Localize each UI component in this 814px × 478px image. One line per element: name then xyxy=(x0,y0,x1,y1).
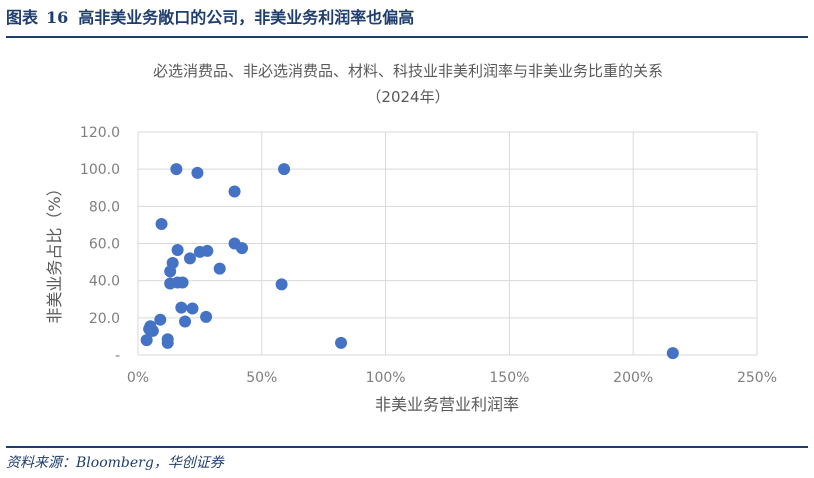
data-point xyxy=(171,244,184,257)
y-tick-label: 80.0 xyxy=(89,199,120,215)
y-tick-label: 100.0 xyxy=(80,162,120,178)
y-axis-label: 非美业务占比（%） xyxy=(45,180,64,323)
x-tick-label: 150% xyxy=(489,370,529,386)
data-point xyxy=(275,278,288,291)
y-tick-label: 60.0 xyxy=(89,237,120,253)
title-rule xyxy=(6,36,808,38)
data-point xyxy=(154,313,167,326)
data-point xyxy=(201,244,214,257)
figure-label: 图表 xyxy=(6,8,39,27)
data-point xyxy=(335,336,348,349)
data-point xyxy=(191,166,204,179)
y-axis-ticks: - 20.0 40.0 60.0 80.0 100.0 120.0 xyxy=(80,125,120,364)
source-note: 资料来源：Bloomberg，华创证券 xyxy=(6,455,224,471)
figure-heading: 高非美业务敞口的公司，非美业务利润率也偏高 xyxy=(78,8,415,27)
data-point xyxy=(666,347,679,360)
y-tick-label: - xyxy=(115,348,120,364)
x-tick-label: 250% xyxy=(737,370,777,386)
figure-number: 16 xyxy=(46,8,69,27)
data-point xyxy=(170,163,183,176)
y-tick-label: 20.0 xyxy=(89,311,120,327)
data-point xyxy=(164,265,177,278)
chart-title: 必选消费品、非必选消费品、材料、科技业非美利润率与非美业务比重的关系 xyxy=(153,62,663,80)
scatter-chart: 必选消费品、非必选消费品、材料、科技业非美利润率与非美业务比重的关系 （2024… xyxy=(45,62,777,414)
data-point xyxy=(228,185,241,198)
data-point xyxy=(235,242,248,255)
data-point xyxy=(186,302,199,315)
data-point xyxy=(140,334,153,347)
source-rule xyxy=(6,446,808,448)
data-point xyxy=(146,324,159,337)
data-point xyxy=(179,315,192,328)
gridlines xyxy=(137,131,758,356)
chart-subtitle: （2024年） xyxy=(366,88,449,106)
x-axis-ticks: 0% 50% 100% 150% 200% 250% xyxy=(127,370,777,386)
y-tick-label: 120.0 xyxy=(80,125,120,141)
x-tick-label: 0% xyxy=(127,370,149,386)
data-point xyxy=(200,310,213,323)
x-tick-label: 50% xyxy=(246,370,277,386)
x-tick-label: 200% xyxy=(613,370,653,386)
data-point xyxy=(155,217,168,230)
y-tick-label: 40.0 xyxy=(89,274,120,290)
data-point xyxy=(176,276,189,289)
data-point xyxy=(278,163,291,176)
figure-title: 图表 16 高非美业务敞口的公司，非美业务利润率也偏高 xyxy=(6,5,414,31)
data-point xyxy=(213,262,226,275)
data-point xyxy=(183,252,196,265)
x-tick-label: 100% xyxy=(366,370,406,386)
x-axis-label: 非美业务营业利润率 xyxy=(375,395,519,414)
data-points xyxy=(140,163,679,360)
data-point xyxy=(161,336,174,349)
data-point xyxy=(175,301,188,314)
